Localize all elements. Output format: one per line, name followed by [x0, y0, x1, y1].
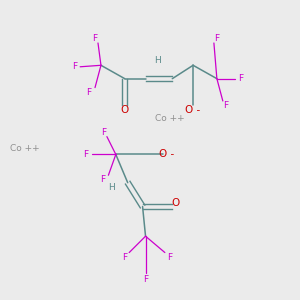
- Text: F: F: [100, 175, 105, 184]
- Text: Co ++: Co ++: [11, 144, 40, 153]
- Text: F: F: [101, 128, 106, 137]
- Text: O: O: [121, 105, 129, 115]
- Text: F: F: [223, 101, 228, 110]
- Text: F: F: [86, 88, 92, 97]
- Text: F: F: [72, 62, 77, 71]
- Text: F: F: [92, 34, 98, 43]
- Text: F: F: [238, 74, 243, 83]
- Text: O -: O -: [159, 149, 174, 160]
- Text: Co ++: Co ++: [154, 114, 184, 123]
- Text: F: F: [122, 253, 127, 262]
- Text: O: O: [171, 199, 179, 208]
- Text: F: F: [83, 150, 89, 159]
- Text: F: F: [214, 34, 219, 43]
- Text: O -: O -: [185, 105, 201, 115]
- Text: H: H: [154, 56, 161, 65]
- Text: F: F: [143, 275, 148, 284]
- Text: H: H: [108, 183, 115, 192]
- Text: F: F: [167, 253, 172, 262]
